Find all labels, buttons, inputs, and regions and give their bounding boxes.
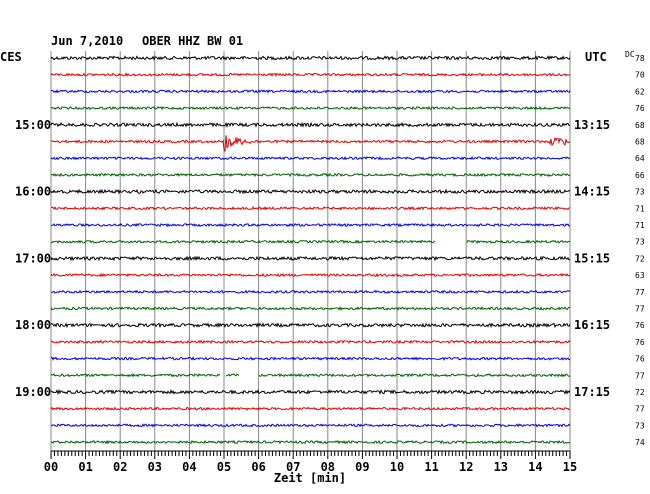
left-hour-label: 19:00 xyxy=(15,385,51,399)
seismic-trace-6 xyxy=(50,155,571,161)
dc-value: 62 xyxy=(635,87,645,96)
dc-header-label: DC xyxy=(625,50,635,59)
dc-value: 70 xyxy=(635,71,645,80)
x-tick-label: 09 xyxy=(355,460,369,474)
seismic-trace-18 xyxy=(50,356,571,361)
dc-value: 73 xyxy=(635,188,645,197)
seismic-trace-8 xyxy=(50,188,571,195)
seismic-trace-7 xyxy=(50,172,571,178)
seismic-trace-12 xyxy=(50,255,571,262)
x-tick-label: 06 xyxy=(251,460,265,474)
left-timezone-label: CES xyxy=(0,50,22,64)
dc-value: 76 xyxy=(635,321,645,330)
dc-value: 72 xyxy=(635,254,645,263)
seismic-trace-5 xyxy=(50,135,571,153)
x-tick-label: 13 xyxy=(494,460,508,474)
right-time-label: 16:15 xyxy=(574,318,610,332)
dc-value: 73 xyxy=(635,421,645,430)
dc-value: 77 xyxy=(635,288,645,297)
x-tick-label: 04 xyxy=(182,460,196,474)
header-date: Jun 7,2010 xyxy=(51,34,123,48)
seismic-trace-16 xyxy=(51,322,571,329)
x-axis: 00 01 02 03 04 05 06 07 08 09 10 11 12 13 14 15 xyxy=(44,450,577,474)
seismic-trace-14 xyxy=(50,289,571,294)
right-timezone-label: UTC xyxy=(585,50,607,64)
seismic-trace-20 xyxy=(50,388,571,396)
seismic-trace-2 xyxy=(50,89,571,94)
dc-value: 73 xyxy=(635,238,645,247)
dc-value: 68 xyxy=(635,121,645,130)
dc-value: 76 xyxy=(635,104,645,113)
x-tick-label: 03 xyxy=(148,460,162,474)
seismic-trace-9 xyxy=(50,205,571,211)
x-tick-label: 02 xyxy=(113,460,127,474)
dc-value: 77 xyxy=(635,371,645,380)
left-hour-label: 17:00 xyxy=(15,251,51,265)
header-station: OBER HHZ BW 01 xyxy=(142,34,243,48)
dc-value: 71 xyxy=(635,221,645,230)
left-hour-label: 16:00 xyxy=(15,185,51,199)
grid-lines xyxy=(50,51,571,451)
right-time-label: 14:15 xyxy=(574,185,610,199)
dc-value: 77 xyxy=(635,405,645,414)
seismic-trace-15 xyxy=(50,306,571,311)
x-tick-label: 07 xyxy=(286,460,300,474)
seismic-trace-23 xyxy=(50,439,571,445)
left-hour-label: 15:00 xyxy=(15,118,51,132)
x-tick-label: 11 xyxy=(424,460,438,474)
dc-value: 64 xyxy=(635,154,645,163)
dc-value: 71 xyxy=(635,204,645,213)
dc-value: 66 xyxy=(635,171,645,180)
seismic-trace-13 xyxy=(50,272,571,278)
time-labels: 15:00 16:00 17:00 18:00 19:00 13:15 14:15 15:15… xyxy=(15,54,645,447)
right-time-label: 17:15 xyxy=(574,385,610,399)
seismic-trace-22 xyxy=(50,423,571,428)
x-axis-title: Zeit [min] xyxy=(274,471,346,485)
x-tick-label: 14 xyxy=(528,460,542,474)
dc-value: 76 xyxy=(635,338,645,347)
seismic-trace-1 xyxy=(50,72,571,77)
seismic-trace-3 xyxy=(50,105,571,111)
seismic-trace-17 xyxy=(50,339,571,345)
seismic-trace-0 xyxy=(50,55,571,61)
dc-value: 68 xyxy=(635,138,645,147)
seismic-trace-4 xyxy=(50,121,570,128)
dc-value: 76 xyxy=(635,355,645,364)
seismic-trace-10 xyxy=(50,222,571,228)
x-tick-label: 10 xyxy=(390,460,404,474)
dc-value: 77 xyxy=(635,305,645,314)
dc-value: 78 xyxy=(635,54,645,63)
seismic-trace-19 xyxy=(50,373,571,378)
left-hour-label: 18:00 xyxy=(15,318,51,332)
seismic-trace-11 xyxy=(50,239,571,244)
right-time-label: 15:15 xyxy=(574,251,610,265)
x-tick-label: 00 xyxy=(44,460,58,474)
dc-value: 72 xyxy=(635,388,645,397)
x-tick-label: 08 xyxy=(321,460,335,474)
trace-series xyxy=(50,55,571,445)
x-tick-label: 05 xyxy=(217,460,231,474)
x-tick-label: 12 xyxy=(459,460,473,474)
dc-value: 74 xyxy=(635,438,645,447)
x-tick-label: 15 xyxy=(563,460,577,474)
dc-value: 63 xyxy=(635,271,645,280)
x-tick-label: 01 xyxy=(78,460,92,474)
seismic-trace-21 xyxy=(50,406,571,411)
right-time-label: 13:15 xyxy=(574,118,610,132)
